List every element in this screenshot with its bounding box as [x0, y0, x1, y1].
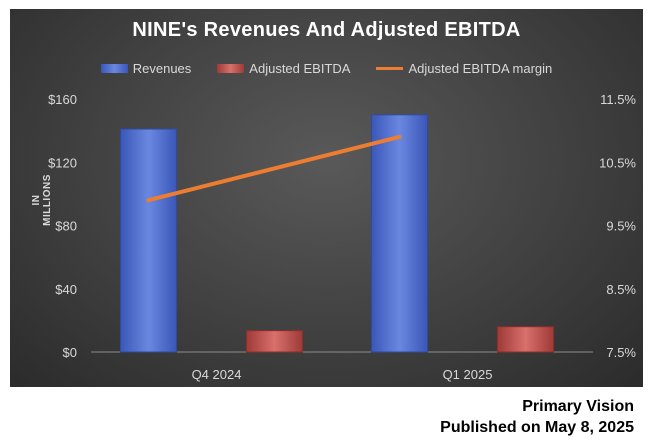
y2-tick-label: 9.5% [606, 219, 636, 234]
legend-label-ebitda-margin: Adjusted EBITDA margin [408, 61, 553, 76]
y2-tick-label: 8.5% [606, 282, 636, 297]
legend-swatch-ebitda-margin [376, 67, 404, 70]
line-adjusted-ebitda-margin [146, 134, 402, 203]
y2-tick-label: 11.5% [600, 92, 636, 107]
y-axis-label: IN MILLIONS [31, 174, 53, 226]
x-tick-label: Q4 2024 [192, 367, 242, 382]
legend-item-revenues: Revenues [100, 61, 192, 76]
bar-revenues [120, 128, 177, 353]
credit-published-date: Published on May 8, 2025 [440, 419, 634, 436]
legend-label-revenues: Revenues [132, 61, 192, 76]
bar-adjusted-ebitda [246, 330, 303, 353]
legend-item-adjusted-ebitda: Adjusted EBITDA [217, 61, 350, 76]
bar-revenues [371, 114, 428, 353]
y-tick-label: $0 [63, 345, 77, 360]
y-tick-label: $120 [48, 155, 77, 170]
y-tick-label: $160 [48, 92, 77, 107]
legend-swatch-revenues [100, 64, 128, 73]
credit-source: Primary Vision [522, 398, 634, 415]
legend-item-ebitda-margin: Adjusted EBITDA margin [376, 61, 552, 76]
chart-plot: $0 $40 $80 $120 $160 7.5% 8.5% 9.5% 10.5% 11.5% Q4… [48, 92, 636, 382]
legend-label-adjusted-ebitda: Adjusted EBITDA [249, 61, 351, 76]
y-tick-label: $80 [55, 219, 77, 234]
legend-swatch-adjusted-ebitda [217, 64, 245, 73]
y2-tick-label: 10.5% [599, 155, 636, 170]
y2-tick-label: 7.5% [606, 345, 636, 360]
chart-panel: $0 $40 $80 $120 $160 7.5% 8.5% 9.5% 10.5% 11.5% Q4… [10, 9, 643, 387]
bar-adjusted-ebitda [497, 326, 554, 353]
chart-legend: Revenues Adjusted EBITDA Adjusted EBITDA… [10, 61, 643, 76]
chart-title: NINE's Revenues And Adjusted EBITDA [132, 19, 521, 41]
y-tick-label: $40 [55, 282, 77, 297]
x-tick-label: Q1 2025 [443, 367, 493, 382]
